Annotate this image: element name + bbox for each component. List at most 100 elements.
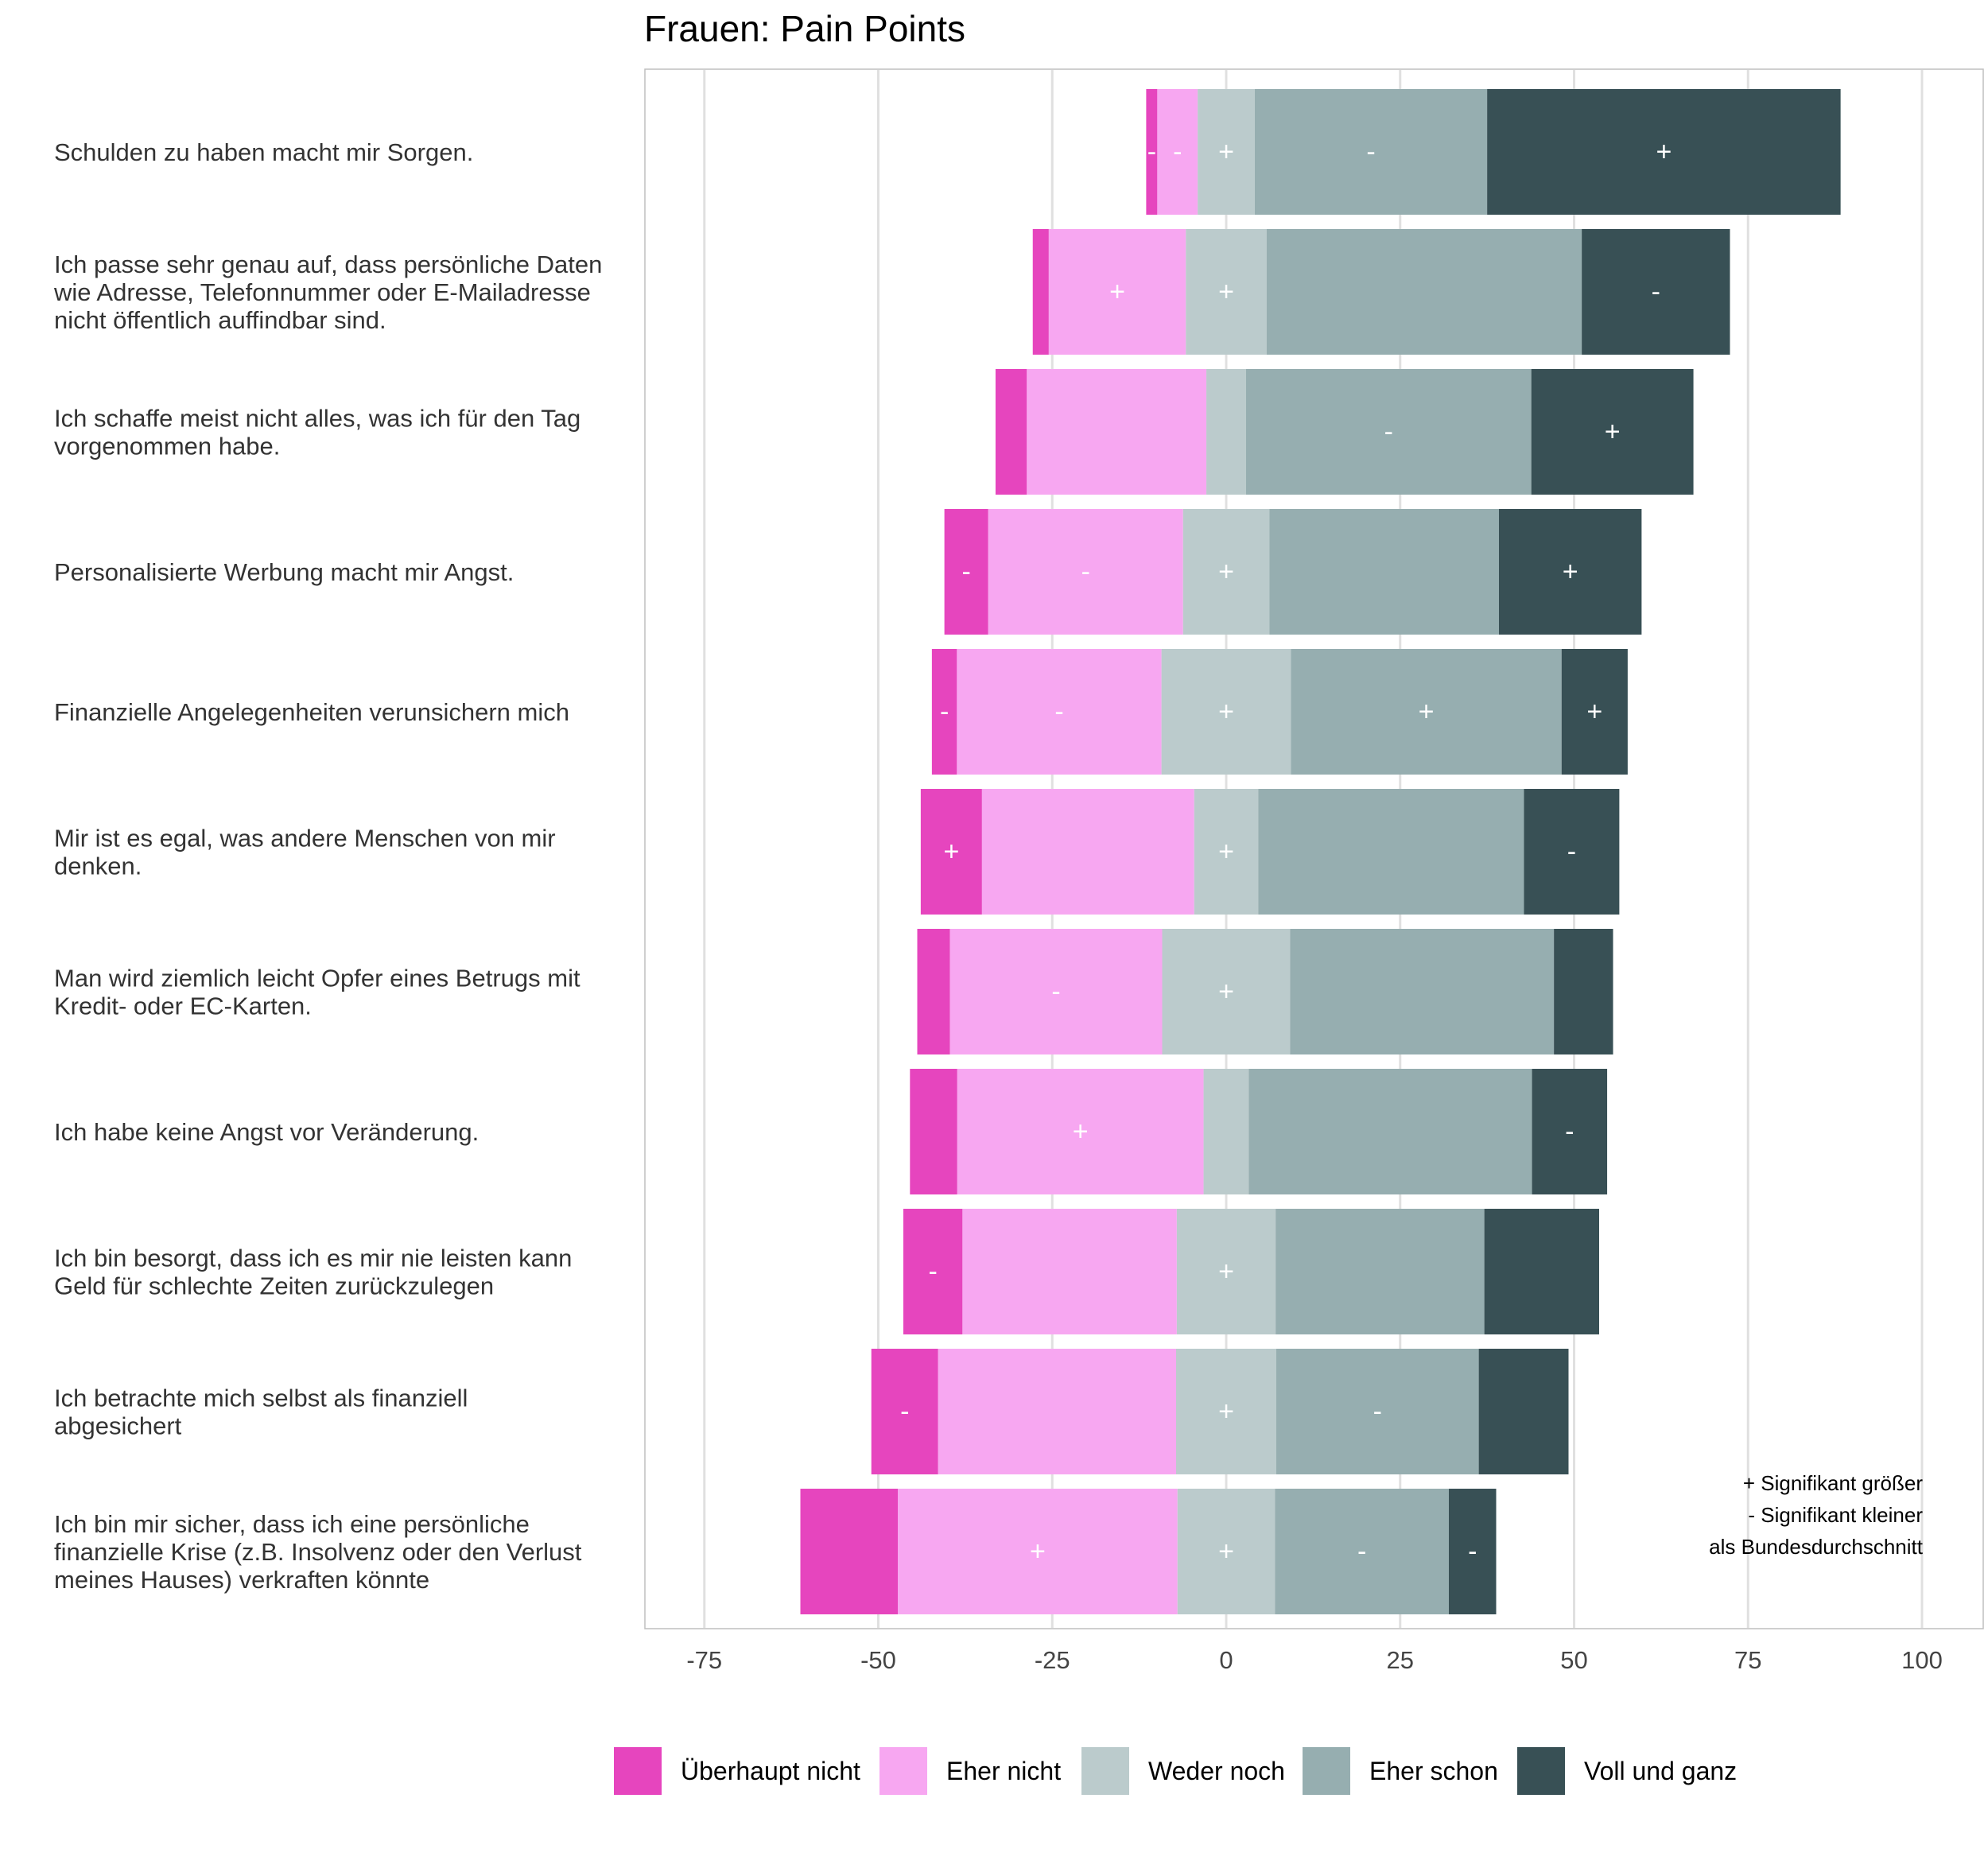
significance-mark: - [1081, 557, 1090, 587]
bar-segment [903, 1209, 963, 1334]
x-axis-ticks: -75 -50 -25 0 25 50 75 100 [686, 1646, 1943, 1674]
bar-segment [800, 1489, 898, 1614]
bar-segment [1487, 89, 1841, 215]
bar-segment [1499, 509, 1642, 635]
legend-label: Überhaupt nicht [681, 1757, 860, 1785]
significance-mark: + [1218, 137, 1234, 167]
bar-segment [949, 929, 1163, 1054]
legend-label: Eher nicht [946, 1757, 1061, 1785]
bar-segment [1269, 509, 1499, 635]
x-tick-label: 50 [1560, 1646, 1587, 1674]
row-label: Mir ist es egal, was andere Menschen von… [54, 825, 556, 880]
legend-swatch [879, 1747, 927, 1795]
row-label: Ich schaffe meist nicht alles, was ich f… [54, 405, 580, 460]
bar-segment [988, 509, 1183, 635]
legend-swatch [1303, 1747, 1350, 1795]
significance-note: + Signifikant größer - Signifikant kleine… [1709, 1471, 1924, 1559]
bar-segment [962, 1209, 1177, 1334]
legend-label: Voll und ganz [1584, 1757, 1737, 1785]
bar-segment [944, 509, 988, 635]
legend-swatch [1517, 1747, 1565, 1795]
chart-title: Frauen: Pain Points [644, 8, 965, 49]
plot-panel-border [644, 68, 1984, 1629]
x-tick-label: 75 [1734, 1646, 1761, 1674]
significance-marks: - - + - ++ + -- +- - + +- - + + ++ + -- ++ -- +- + -+ + - - [900, 137, 1672, 1567]
significance-mark: + [1218, 697, 1234, 727]
bar-segment [871, 1349, 938, 1474]
bar-segment [981, 789, 1194, 915]
bar-segment [938, 1349, 1176, 1474]
bar-segment [1206, 369, 1246, 495]
row-label: Ich bin besorgt, dass ich es mir nie lei… [54, 1245, 572, 1300]
significance-mark: - [1357, 1536, 1366, 1567]
note-line: als Bundesdurchschnitt [1709, 1535, 1924, 1559]
bar-segment [1449, 1489, 1497, 1614]
significance-mark: + [943, 837, 959, 867]
bar-segment [1561, 649, 1628, 775]
bar-segment [957, 1069, 1204, 1194]
significance-mark: - [1173, 137, 1182, 167]
significance-mark: - [1373, 1396, 1382, 1427]
legend-label: Eher schon [1369, 1757, 1498, 1785]
significance-mark: - [929, 1256, 938, 1287]
bar-segment [1290, 929, 1555, 1054]
significance-mark: - [1384, 417, 1393, 447]
significance-mark: + [1218, 1536, 1234, 1567]
bar-segment [1478, 1349, 1569, 1474]
legend: Überhaupt nicht Eher nicht Weder noch Eher … [614, 1747, 1737, 1795]
significance-mark: - [1468, 1536, 1477, 1567]
significance-mark: + [1605, 417, 1621, 447]
row-label: Ich bin mir sicher, dass ich eine persön… [54, 1510, 582, 1594]
significance-mark: + [1030, 1536, 1046, 1567]
bar-segment [1198, 89, 1255, 215]
row-label: Schulden zu haben macht mir Sorgen. [54, 138, 473, 166]
legend-swatch [614, 1747, 662, 1795]
significance-mark: + [1218, 977, 1234, 1007]
bar-segment [1266, 229, 1582, 355]
significance-mark: - [1652, 277, 1660, 307]
bar-segment [1032, 229, 1049, 355]
significance-mark: - [962, 557, 971, 587]
bar-segment [1531, 369, 1694, 495]
row-label: Ich betrachte mich selbst als finanziell… [54, 1385, 468, 1440]
significance-mark: + [1586, 697, 1602, 727]
bar-segment [1532, 1069, 1608, 1194]
significance-mark: + [1109, 277, 1125, 307]
bar-segment [1203, 1069, 1249, 1194]
row-labels: Schulden zu haben macht mir Sorgen. Ich p… [53, 138, 602, 1594]
bar-segment [1275, 1489, 1449, 1614]
bar-segment [995, 369, 1027, 495]
x-tick-label: -75 [686, 1646, 722, 1674]
bar-segment [1157, 89, 1198, 215]
significance-mark: + [1419, 697, 1435, 727]
bar-segment [931, 649, 957, 775]
row-label: Ich passe sehr genau auf, dass persönlic… [53, 251, 602, 334]
legend-swatch [1081, 1747, 1129, 1795]
bar-segment [1182, 509, 1270, 635]
bar-segment [1177, 1489, 1276, 1614]
bar-segment [1186, 229, 1267, 355]
bar-segment [1554, 929, 1613, 1054]
significance-mark: + [1656, 137, 1672, 167]
bar-segment [920, 789, 982, 915]
row-label: Personalisierte Werbung macht mir Angst. [54, 558, 514, 586]
bar-segment [1276, 1209, 1485, 1334]
x-tick-label: 0 [1219, 1646, 1233, 1674]
x-tick-label: -50 [860, 1646, 896, 1674]
significance-mark: - [940, 697, 949, 727]
bar-segment [1161, 649, 1291, 775]
bar-segment [1048, 229, 1186, 355]
x-tick-label: 100 [1901, 1646, 1943, 1674]
bars [800, 89, 1841, 1614]
bar-segment [1146, 89, 1158, 215]
bar-segment [1176, 1209, 1276, 1334]
row-label: Ich habe keine Angst vor Veränderung. [54, 1118, 479, 1146]
x-tick-label: 25 [1387, 1646, 1414, 1674]
bar-segment [1524, 789, 1620, 915]
significance-mark: + [1218, 277, 1234, 307]
legend-label: Weder noch [1148, 1757, 1285, 1785]
bar-segment [1291, 649, 1562, 775]
bar-segment [1194, 789, 1259, 915]
